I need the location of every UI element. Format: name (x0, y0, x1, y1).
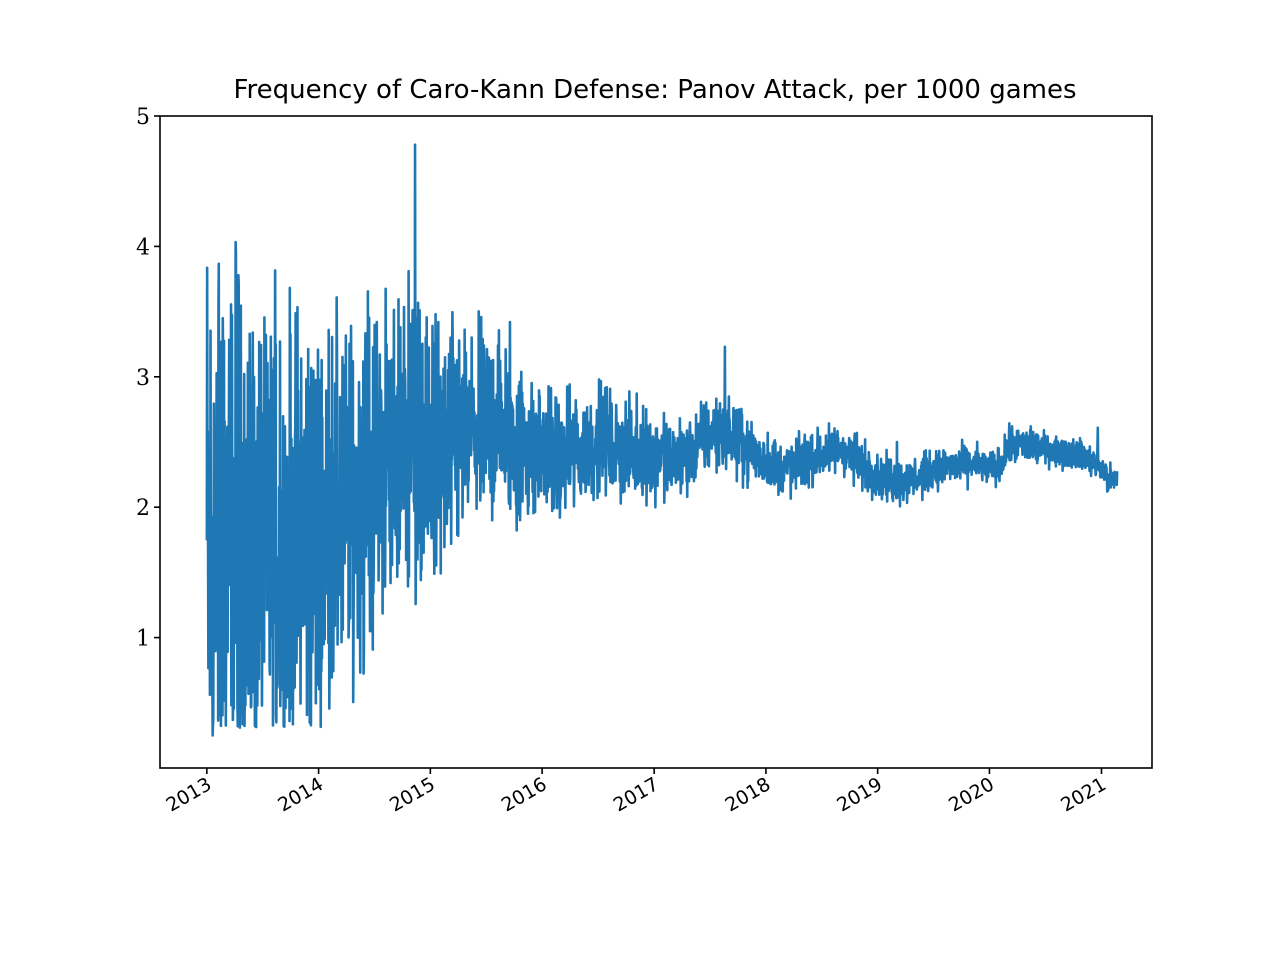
y-tick-label: 3 (136, 366, 150, 391)
y-tick-label: 1 (136, 627, 150, 652)
chart-title: Frequency of Caro-Kann Defense: Panov At… (233, 75, 1076, 105)
y-tick-label: 5 (136, 105, 150, 130)
series-line (205, 143, 1119, 737)
series-layer (205, 143, 1119, 737)
plot-frame (159, 115, 1153, 769)
y-tick-label: 4 (136, 235, 150, 260)
y-axis: 1 2 3 4 5 (136, 105, 160, 652)
y-tick-label: 2 (136, 496, 150, 521)
